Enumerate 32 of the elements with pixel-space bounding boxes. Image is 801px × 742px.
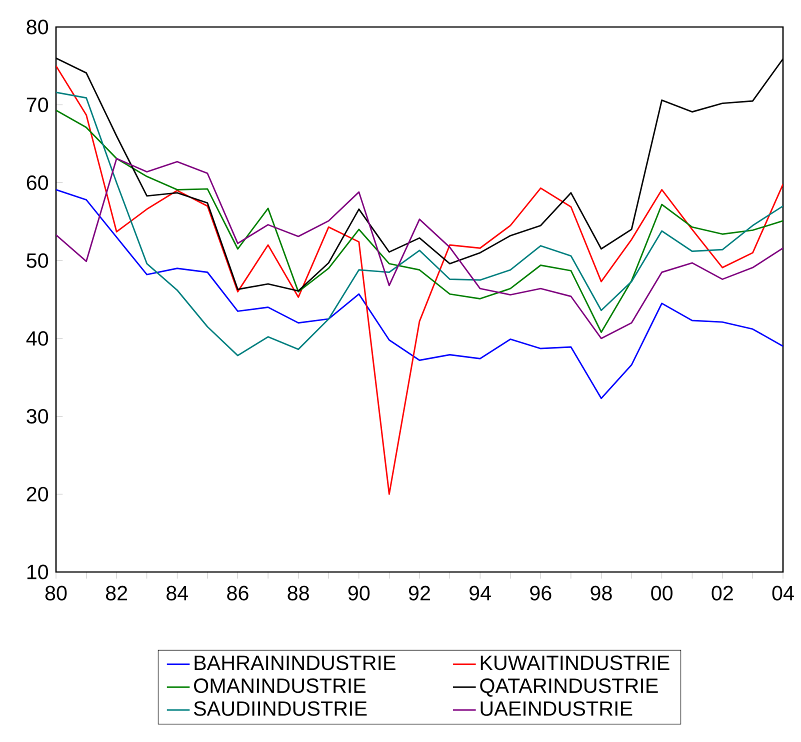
legend-label: OMANINDUSTRIE [194,678,366,694]
x-tick-label: 96 [530,586,552,600]
x-tick-label: 98 [590,586,612,600]
legend-label: QATARINDUSTRIE [480,678,658,697]
y-tick-label: 60 [26,175,48,190]
x-tick-label: 88 [288,586,309,600]
x-tick-label: 86 [227,586,248,600]
y-tick-label: 10 [27,564,48,580]
y-tick-label: 80 [26,20,48,34]
y-tick-label: 50 [26,253,48,268]
line-series [56,92,783,356]
x-tick-label: 84 [166,586,188,600]
y-tick-label: 20 [26,486,48,502]
legend-label: KUWAITINDUSTRIE [480,656,670,670]
line-series [56,158,783,340]
y-tick-label: 40 [26,331,48,346]
legend-label: BAHRAININDUSTRIE [194,656,396,670]
line-series [56,188,783,400]
legend-label: UAEINDUSTRIE [480,701,632,716]
x-tick-label: 00 [651,586,673,600]
x-tick-label: 94 [470,586,491,600]
y-tick-label: 70 [26,98,48,112]
x-tick-label: 92 [408,586,430,600]
y-tick-label: 30 [26,408,48,424]
legend-label: SAUDIINDUSTRIE [194,701,367,716]
line-series [56,110,783,333]
x-tick-label: 90 [348,586,370,600]
x-tick-label: 02 [712,586,733,600]
line-series [56,65,783,495]
x-tick-label: 04 [772,586,794,600]
x-tick-label: 82 [106,586,128,600]
x-tick-label: 80 [45,586,67,600]
